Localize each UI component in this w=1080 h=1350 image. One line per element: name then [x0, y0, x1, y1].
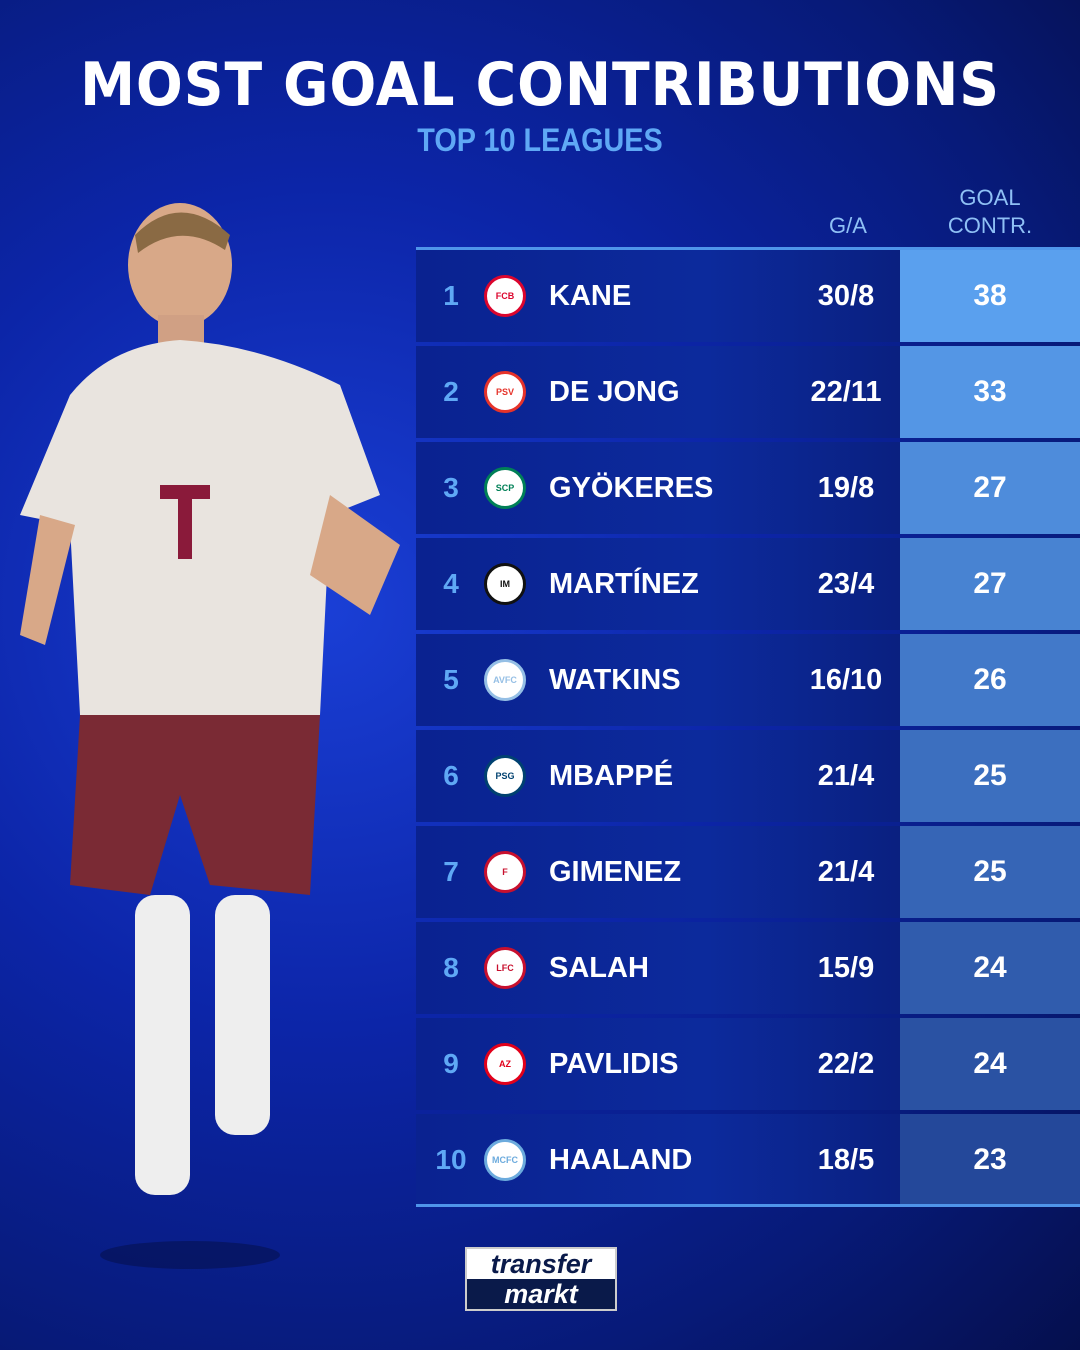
club-crest-icon: FCB	[484, 275, 526, 317]
table-row: 3 SCP GYÖKERES 19/8 27	[416, 442, 1080, 534]
player-name: GIMENEZ	[549, 856, 682, 888]
crest-text: IM	[500, 579, 510, 589]
table-row: 10 MCFC HAALAND 18/5 23	[416, 1114, 1080, 1206]
row-main: 8 LFC SALAH 15/9	[416, 922, 900, 1014]
club-crest-icon: AVFC	[484, 659, 526, 701]
rank: 3	[443, 472, 459, 503]
crest-text: FCB	[495, 291, 515, 301]
rank: 6	[443, 760, 459, 791]
row-main: 6 PSG MBAPPÉ 21/4	[416, 730, 900, 822]
crest-text: LFC	[496, 963, 514, 973]
club-crest-icon: F	[484, 851, 526, 893]
row-main: 7 F GIMENEZ 21/4	[416, 826, 900, 918]
goals-assists: 23/4	[817, 568, 875, 600]
club-crest-icon: AZ	[484, 1043, 526, 1085]
rank: 10	[435, 1144, 467, 1175]
table-row: 1 FCB KANE 30/8 38	[416, 250, 1080, 342]
club-crest-icon: IM	[484, 563, 526, 605]
crest-text: PSG	[495, 771, 515, 781]
column-header-contr: GOAL CONTR.	[900, 184, 1080, 240]
column-header-ga: G/A	[829, 213, 867, 238]
table-row: 5 AVFC WATKINS 16/10 26	[416, 634, 1080, 726]
club-crest-icon: LFC	[484, 947, 526, 989]
goal-contributions: 27	[900, 442, 1080, 534]
goal-contributions: 24	[900, 922, 1080, 1014]
player-name: HAALAND	[549, 1144, 693, 1176]
goals-assists: 18/5	[817, 1144, 875, 1176]
rank: 1	[443, 280, 459, 311]
table-bottom-divider	[416, 1204, 1080, 1207]
goals-assists: 16/10	[809, 664, 883, 696]
table-row: 2 PSV DE JONG 22/11 33	[416, 346, 1080, 438]
goals-assists: 21/4	[817, 856, 875, 888]
goals-assists: 21/4	[817, 760, 875, 792]
player-name: DE JONG	[549, 376, 680, 408]
goal-contributions: 23	[900, 1114, 1080, 1206]
crest-text: F	[502, 867, 508, 877]
logo-line2: markt	[467, 1279, 615, 1309]
goal-contributions: 25	[900, 730, 1080, 822]
goal-contributions: 33	[900, 346, 1080, 438]
column-header-contr-line2: CONTR.	[947, 213, 1033, 238]
player-name: PAVLIDIS	[549, 1048, 679, 1080]
row-main: 2 PSV DE JONG 22/11	[416, 346, 900, 438]
goals-assists: 19/8	[817, 472, 875, 504]
goal-contributions: 38	[900, 250, 1080, 342]
player-name: MBAPPÉ	[549, 760, 674, 792]
player-name: WATKINS	[549, 664, 681, 696]
page-title: MOST GOAL CONTRIBUTIONS	[80, 50, 1000, 120]
rank: 2	[443, 376, 459, 407]
crest-text: SCP	[495, 483, 515, 493]
goals-assists: 15/9	[817, 952, 875, 984]
goal-contributions: 26	[900, 634, 1080, 726]
player-name: GYÖKERES	[549, 472, 714, 504]
table-row: 7 F GIMENEZ 21/4 25	[416, 826, 1080, 918]
crest-text: MCFC	[492, 1155, 518, 1165]
table-row: 8 LFC SALAH 15/9 24	[416, 922, 1080, 1014]
table-top-divider	[416, 247, 1080, 250]
player-photo	[20, 203, 400, 1269]
crest-text: AZ	[499, 1059, 511, 1069]
rank: 7	[443, 856, 459, 887]
transfermarkt-logo: transfer markt	[465, 1247, 617, 1311]
goals-assists: 30/8	[817, 280, 875, 312]
player-name: KANE	[549, 280, 632, 312]
goal-contributions: 24	[900, 1018, 1080, 1110]
club-crest-icon: MCFC	[484, 1139, 526, 1181]
club-crest-icon: PSG	[484, 755, 526, 797]
page-subtitle: TOP 10 LEAGUES	[417, 122, 663, 158]
crest-text: AVFC	[493, 675, 517, 685]
row-main: 5 AVFC WATKINS 16/10	[416, 634, 900, 726]
rank: 4	[443, 568, 459, 599]
rank: 5	[443, 664, 459, 695]
row-main: 9 AZ PAVLIDIS 22/2	[416, 1018, 900, 1110]
row-main: 1 FCB KANE 30/8	[416, 250, 900, 342]
logo-line1: transfer	[490, 1249, 592, 1279]
club-crest-icon: SCP	[484, 467, 526, 509]
column-header-contr-line1: GOAL	[959, 185, 1021, 210]
table-row: 9 AZ PAVLIDIS 22/2 24	[416, 1018, 1080, 1110]
rank: 8	[443, 952, 459, 983]
goals-assists: 22/11	[810, 376, 882, 408]
club-crest-icon: PSV	[484, 371, 526, 413]
rank: 9	[443, 1048, 459, 1079]
player-name: SALAH	[549, 952, 649, 984]
row-main: 3 SCP GYÖKERES 19/8	[416, 442, 900, 534]
goal-contributions: 25	[900, 826, 1080, 918]
goals-assists: 22/2	[817, 1048, 875, 1080]
table-row: 6 PSG MBAPPÉ 21/4 25	[416, 730, 1080, 822]
goal-contributions: 27	[900, 538, 1080, 630]
row-main: 4 IM MARTÍNEZ 23/4	[416, 538, 900, 630]
table-row: 4 IM MARTÍNEZ 23/4 27	[416, 538, 1080, 630]
crest-text: PSV	[495, 387, 514, 397]
row-main: 10 MCFC HAALAND 18/5	[416, 1114, 900, 1206]
player-name: MARTÍNEZ	[549, 568, 699, 600]
